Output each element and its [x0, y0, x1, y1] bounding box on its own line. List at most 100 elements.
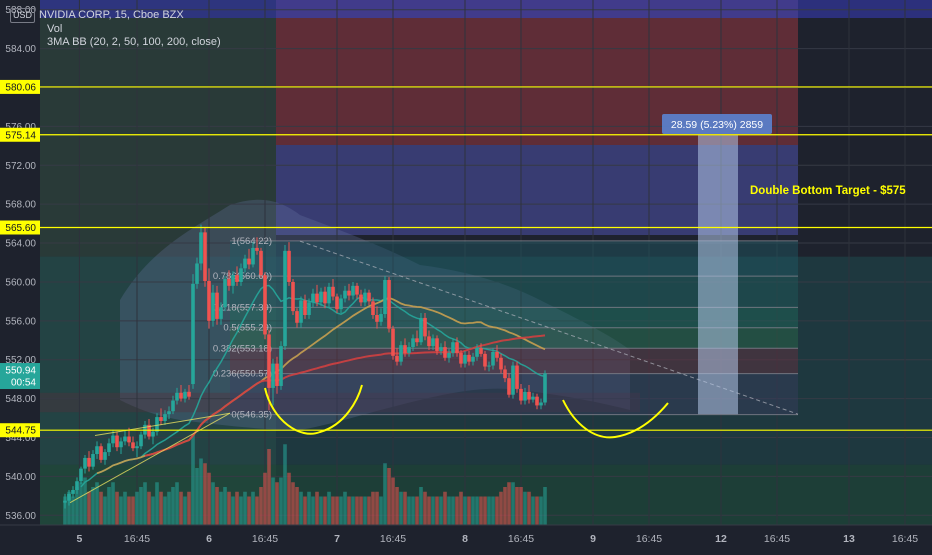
fib-label-0.618: 0.618(557.39)	[213, 302, 272, 313]
volume-bar-72	[351, 496, 355, 525]
volume-bar-68	[335, 496, 339, 525]
last-price-text-0: 550.94	[5, 366, 36, 377]
price-tick-4: 552.00	[5, 355, 36, 366]
candle-body-110	[503, 369, 507, 379]
time-tick-9: 16:45	[636, 533, 662, 545]
volume-bar-52	[271, 477, 275, 525]
volume-bar-30	[183, 496, 187, 525]
candle-body-84	[399, 345, 403, 362]
volume-bar-44	[239, 496, 243, 525]
price-tick-1: 540.00	[5, 472, 36, 483]
volume-bar-78	[375, 491, 379, 525]
candle-body-112	[511, 365, 515, 395]
candle-body-106	[487, 365, 491, 367]
candle-76	[367, 289, 371, 306]
volume-bar-21	[147, 491, 151, 525]
volume-bar-94	[439, 496, 443, 525]
candle-101	[467, 350, 471, 366]
legend-header: USD NVIDIA CORP, 15, Cboe BZX Vol 3MA BB …	[10, 8, 221, 49]
candle-120	[543, 370, 547, 406]
candle-body-30	[183, 391, 187, 399]
time-axis[interactable]: 5 16:45 6 16:45 7 16:45 8 16:45 9 16:45 12 16:45 13 1…	[0, 524, 932, 550]
candle-2	[71, 486, 75, 498]
volume-bar-59	[299, 491, 303, 525]
candle-95	[443, 341, 447, 361]
volume-bar-81	[387, 468, 391, 525]
volume-bar-5	[83, 477, 87, 525]
candle-body-11	[107, 443, 111, 453]
candle-28	[175, 387, 179, 405]
volume-bar-0	[63, 496, 67, 525]
candle-10	[103, 449, 107, 465]
price-axis[interactable]: 536.00 540.00 544.00 548.00 552.00 556.00 560.…	[0, 0, 40, 550]
candle-body-95	[443, 347, 447, 358]
candle-117	[531, 392, 535, 403]
candle-86	[407, 342, 411, 357]
candle-113	[515, 361, 519, 393]
candle-body-117	[531, 396, 535, 400]
candle-body-14	[119, 441, 123, 448]
candle-27	[171, 395, 175, 415]
candle-26	[167, 406, 171, 420]
volume-bar-114	[519, 487, 523, 525]
candle-body-49	[259, 250, 263, 276]
volume-bar-2	[71, 496, 75, 525]
indicator-label[interactable]: 3MA BB (20, 2, 50, 100, 200, close)	[47, 36, 221, 48]
candle-body-120	[543, 373, 547, 403]
volume-bar-92	[431, 496, 435, 525]
candle-24	[159, 408, 163, 425]
price-tick-13: 588.00	[5, 5, 36, 16]
volume-bar-87	[411, 496, 415, 525]
horizontal-levels[interactable]	[40, 86, 932, 431]
candle-body-27	[171, 400, 175, 412]
volume-bar-29	[179, 491, 183, 525]
candle-47	[251, 242, 255, 268]
volume-bar-120	[543, 487, 547, 525]
candle-body-91	[427, 336, 431, 347]
volume-bar-46	[247, 496, 251, 525]
symbol-title[interactable]: NVIDIA CORP, 15, Cboe BZX	[39, 9, 184, 21]
candle-body-74	[359, 294, 363, 303]
candle-102	[471, 352, 475, 366]
candle-body-71	[347, 290, 351, 296]
volume-bar-76	[367, 496, 371, 525]
volume-bar-65	[323, 496, 327, 525]
candle-body-43	[235, 275, 239, 282]
candle-48	[255, 237, 259, 255]
volume-bar-19	[139, 487, 143, 525]
candle-90	[423, 313, 427, 341]
candle-103	[475, 344, 479, 361]
candle-body-116	[527, 391, 531, 400]
candle-69	[339, 294, 343, 314]
band-top-left	[40, 0, 276, 18]
volume-bar-103	[475, 496, 479, 525]
currency-badge[interactable]: USD	[10, 8, 36, 23]
candle-body-90	[423, 317, 427, 337]
volume-bar-115	[523, 491, 527, 525]
volume-bar-17	[131, 496, 135, 525]
time-tick-3: 16:45	[252, 533, 278, 545]
candle-body-93	[435, 338, 439, 351]
candle-body-41	[227, 279, 231, 286]
candle-57	[291, 279, 295, 315]
time-tick-5: 16:45	[380, 533, 406, 545]
candle-75	[363, 288, 367, 307]
candle-body-18	[135, 446, 139, 449]
volume-bar-18	[135, 491, 139, 525]
candle-body-101	[467, 354, 471, 362]
candle-body-108	[495, 351, 499, 358]
volume-bar-8	[95, 482, 99, 525]
volume-bar-25	[163, 496, 167, 525]
candle-body-19	[139, 434, 143, 447]
volume-bar-91	[427, 496, 431, 525]
vol-label[interactable]: Vol	[47, 23, 63, 35]
trend-line-upper	[94, 412, 231, 437]
volume-bar-57	[291, 482, 295, 525]
price-tick-6: 560.00	[5, 277, 36, 288]
candle-body-111	[507, 378, 511, 395]
candle-80	[383, 276, 387, 318]
candle-body-12	[111, 435, 115, 444]
candle-body-76	[367, 292, 371, 302]
price-tick-10: 576.00	[5, 122, 36, 133]
